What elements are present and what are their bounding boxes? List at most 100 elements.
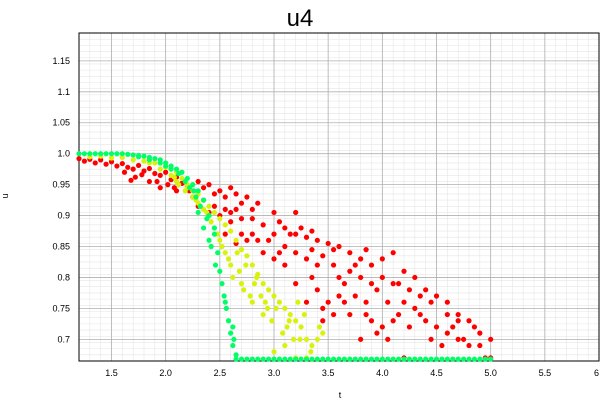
data-point-series-1 (249, 231, 255, 237)
data-point-series-1 (401, 268, 407, 274)
data-point-series-1 (309, 274, 315, 281)
data-point-series-3 (249, 356, 255, 362)
x-tick-label: 2.5 (214, 368, 227, 378)
x-tick-label: 1.5 (105, 368, 118, 378)
data-point-series-3 (444, 356, 450, 362)
data-point-series-1 (293, 250, 299, 256)
data-point-series-1 (423, 287, 429, 293)
data-point-series-1 (325, 240, 331, 247)
data-point-series-3 (374, 356, 380, 362)
data-point-series-3 (190, 182, 196, 188)
data-point-series-1 (358, 274, 364, 281)
x-tick-label: 3.0 (268, 368, 281, 378)
data-point-series-3 (455, 356, 461, 362)
data-point-series-1 (320, 253, 326, 259)
data-point-series-1 (330, 311, 337, 318)
data-point-series-3 (141, 153, 147, 159)
data-point-series-3 (325, 356, 331, 362)
data-point-series-3 (157, 160, 163, 166)
data-point-series-2 (316, 324, 323, 330)
data-point-series-1 (238, 200, 245, 206)
data-point-series-1 (211, 191, 218, 197)
data-point-series-2 (314, 336, 320, 342)
data-point-series-1 (368, 318, 375, 324)
data-point-series-2 (273, 305, 279, 311)
data-point-series-1 (244, 194, 250, 200)
data-point-series-2 (206, 203, 212, 209)
data-point-series-2 (295, 299, 301, 305)
data-point-series-3 (401, 356, 407, 362)
data-point-series-2 (254, 274, 260, 281)
data-point-series-2 (171, 174, 177, 180)
data-point-series-3 (385, 356, 391, 362)
data-point-series-1 (271, 256, 277, 262)
data-point-series-1 (401, 299, 407, 305)
x-tick-label: 5.0 (484, 368, 497, 378)
data-point-series-1 (320, 305, 326, 311)
data-point-series-2 (108, 155, 115, 161)
data-point-series-2 (236, 268, 242, 274)
data-point-series-1 (309, 247, 315, 253)
data-point-series-3 (208, 243, 214, 250)
data-point-series-3 (450, 356, 456, 362)
data-point-series-3 (230, 342, 236, 349)
data-point-series-1 (163, 169, 169, 175)
data-point-series-2 (276, 299, 283, 305)
data-point-series-1 (157, 185, 163, 191)
data-point-series-2 (222, 222, 228, 228)
data-point-series-3 (368, 356, 375, 362)
data-point-series-2 (286, 318, 292, 324)
data-point-series-3 (191, 188, 197, 194)
data-point-series-2 (308, 349, 314, 355)
data-point-series-1 (385, 299, 391, 305)
data-point-series-3 (260, 356, 266, 362)
data-point-series-1 (76, 156, 82, 162)
data-point-series-1 (439, 342, 445, 349)
data-point-series-1 (358, 336, 364, 342)
data-point-series-1 (238, 231, 245, 237)
data-point-series-2 (179, 175, 185, 182)
data-point-series-2 (141, 158, 147, 164)
data-point-series-3 (81, 151, 88, 157)
data-point-series-1 (363, 299, 369, 305)
data-point-series-1 (412, 305, 418, 311)
data-point-series-3 (358, 356, 364, 362)
data-point-series-1 (157, 172, 163, 178)
data-point-series-1 (152, 170, 158, 177)
data-point-series-2 (280, 330, 286, 336)
data-point-series-1 (211, 203, 218, 209)
data-point-series-2 (176, 182, 182, 188)
data-point-series-1 (276, 250, 283, 256)
data-point-series-3 (309, 356, 315, 362)
y-tick-label: 1.0 (57, 149, 70, 159)
data-point-series-1 (98, 157, 104, 163)
data-point-series-1 (390, 318, 396, 324)
data-point-series-3 (363, 356, 369, 362)
data-point-series-1 (433, 324, 440, 330)
data-point-series-3 (186, 185, 193, 191)
data-point-series-2 (243, 262, 249, 268)
x-tick-label: 4.0 (376, 368, 389, 378)
data-point-series-1 (228, 209, 234, 216)
data-point-series-1 (363, 247, 369, 253)
data-point-series-1 (233, 206, 239, 212)
data-point-series-2 (222, 250, 228, 256)
data-point-series-2 (130, 157, 136, 163)
data-point-series-3 (103, 151, 109, 157)
data-point-series-2 (293, 318, 299, 324)
data-point-series-3 (477, 356, 483, 362)
data-point-series-1 (406, 324, 413, 330)
data-point-series-1 (336, 274, 342, 281)
data-point-series-2 (228, 228, 234, 234)
grid-minor (78, 32, 600, 362)
data-point-series-2 (157, 166, 163, 172)
x-axis-label: t (339, 390, 342, 400)
data-point-series-1 (385, 336, 391, 342)
data-point-series-2 (234, 250, 240, 256)
data-point-series-3 (282, 356, 288, 362)
data-point-series-1 (81, 158, 88, 164)
data-point-series-1 (282, 243, 288, 250)
data-point-series-2 (258, 293, 264, 299)
y-axis-label: u (0, 193, 10, 198)
data-point-series-1 (244, 237, 250, 243)
